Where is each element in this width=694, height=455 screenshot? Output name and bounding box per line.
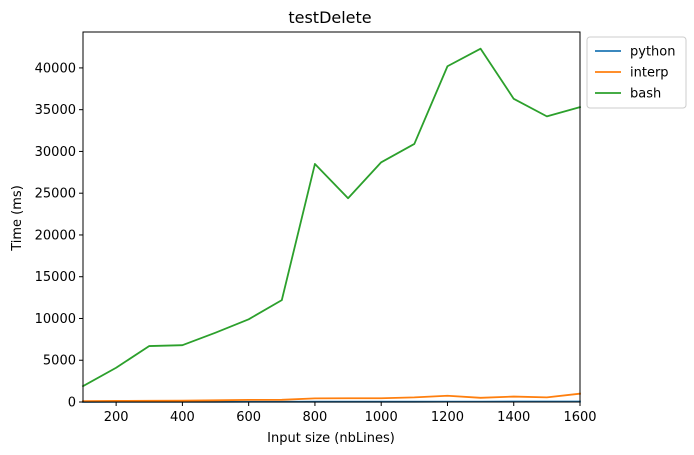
chart-title: testDelete bbox=[288, 8, 371, 27]
x-tick-label: 1600 bbox=[563, 410, 596, 425]
series-line-interp bbox=[82, 392, 581, 403]
x-tick-label: 1200 bbox=[431, 410, 464, 425]
y-axis-label: Time (ms) bbox=[10, 185, 25, 252]
y-tick-label: 5000 bbox=[43, 354, 76, 369]
plot-area bbox=[81, 31, 582, 403]
x-tick-label: 800 bbox=[303, 410, 328, 425]
y-tick-label: 40000 bbox=[35, 61, 76, 76]
y-tick-label: 30000 bbox=[35, 145, 76, 160]
legend-label-interp: interp bbox=[630, 66, 669, 81]
x-tick-label: 400 bbox=[170, 410, 195, 425]
x-tick-label: 1400 bbox=[497, 410, 530, 425]
series-line-bash bbox=[81, 47, 582, 388]
y-tick-label: 0 bbox=[68, 396, 76, 411]
y-tick-label: 25000 bbox=[35, 187, 76, 202]
legend-label-python: python bbox=[630, 45, 675, 60]
x-tick-label: 1000 bbox=[365, 410, 398, 425]
y-tick-label: 20000 bbox=[35, 228, 76, 243]
y-axis: 0 5000 10000 15000 20000 25000 30000 35000 40000 bbox=[35, 61, 83, 411]
legend-label-bash: bash bbox=[630, 87, 661, 102]
legend: python interp bash bbox=[586, 36, 687, 109]
x-tick-label: 200 bbox=[104, 410, 129, 425]
x-axis-label: Input size (nbLines) bbox=[267, 431, 395, 446]
y-tick-label: 10000 bbox=[35, 312, 76, 327]
legend-box bbox=[586, 36, 687, 109]
x-axis: 200 400 600 800 1000 1200 1400 1600 bbox=[104, 402, 597, 425]
plot-frame bbox=[82, 31, 581, 403]
x-tick-label: 600 bbox=[236, 410, 261, 425]
y-tick-label: 35000 bbox=[35, 103, 76, 118]
y-tick-label: 15000 bbox=[35, 270, 76, 285]
